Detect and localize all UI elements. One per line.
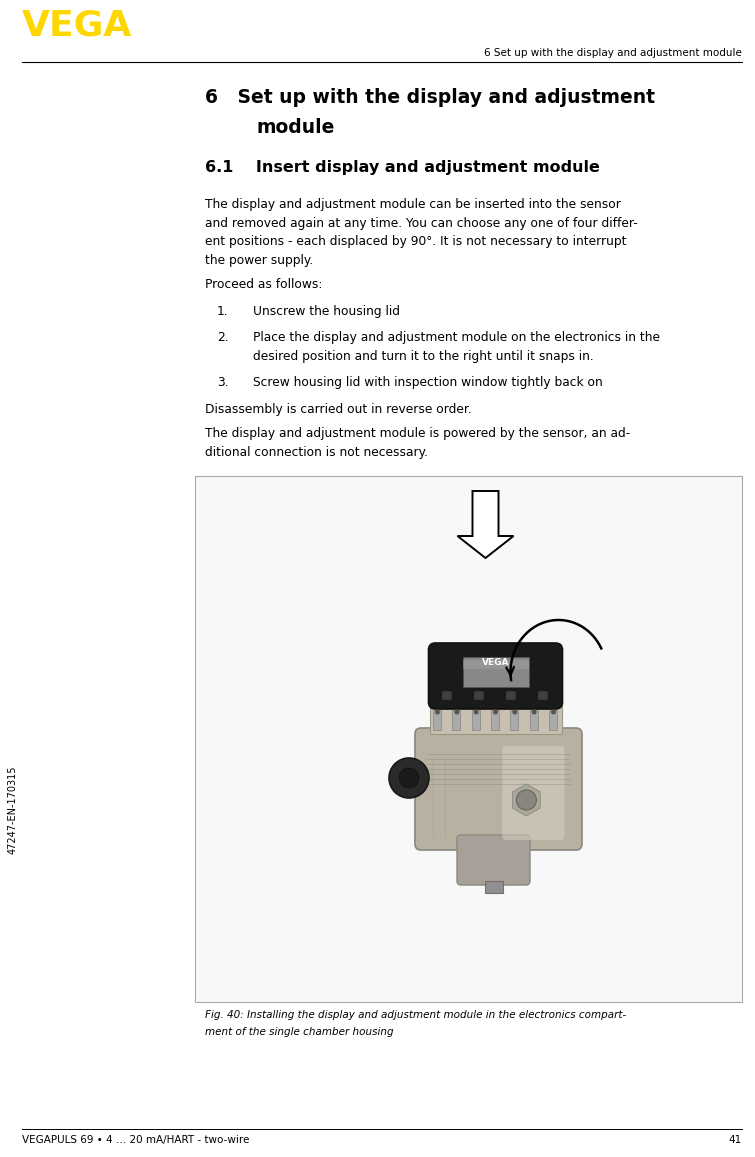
Text: module: module: [257, 118, 335, 137]
Bar: [549, 710, 557, 730]
Text: ent positions - each displaced by 90°. It is not necessary to interrupt: ent positions - each displaced by 90°. I…: [205, 235, 627, 248]
Text: 47247-EN-170315: 47247-EN-170315: [8, 766, 18, 854]
Text: ment of the single chamber housing: ment of the single chamber housing: [205, 1027, 393, 1037]
Text: Disassembly is carried out in reverse order.: Disassembly is carried out in reverse or…: [205, 403, 472, 415]
Circle shape: [516, 790, 536, 810]
Text: VEGA: VEGA: [22, 8, 132, 42]
FancyBboxPatch shape: [474, 691, 484, 700]
Text: and removed again at any time. You can choose any one of four differ-: and removed again at any time. You can c…: [205, 216, 638, 229]
Text: 6.1    Insert display and adjustment module: 6.1 Insert display and adjustment module: [205, 160, 600, 175]
Bar: [430, 702, 562, 734]
FancyBboxPatch shape: [415, 728, 582, 850]
Text: Unscrew the housing lid: Unscrew the housing lid: [253, 304, 400, 317]
Circle shape: [494, 710, 498, 714]
FancyBboxPatch shape: [502, 746, 565, 840]
Text: VEGA: VEGA: [482, 658, 510, 666]
Circle shape: [474, 710, 478, 714]
Bar: [530, 710, 538, 730]
Circle shape: [552, 710, 555, 714]
Bar: [463, 657, 528, 687]
FancyBboxPatch shape: [429, 643, 562, 709]
Text: Screw housing lid with inspection window tightly back on: Screw housing lid with inspection window…: [253, 376, 602, 389]
Circle shape: [389, 758, 429, 798]
Text: VEGAPULS 69 • 4 … 20 mA/HART - two-wire: VEGAPULS 69 • 4 … 20 mA/HART - two-wire: [22, 1135, 249, 1145]
Text: Place the display and adjustment module on the electronics in the: Place the display and adjustment module …: [253, 331, 660, 344]
Text: 1.: 1.: [217, 304, 229, 317]
Bar: [463, 659, 528, 669]
FancyBboxPatch shape: [457, 835, 530, 885]
Text: desired position and turn it to the right until it snaps in.: desired position and turn it to the righ…: [253, 349, 593, 362]
Circle shape: [532, 710, 536, 714]
Circle shape: [455, 710, 458, 714]
Polygon shape: [513, 784, 541, 816]
Text: The display and adjustment module is powered by the sensor, an ad-: The display and adjustment module is pow…: [205, 427, 630, 440]
Bar: [472, 710, 479, 730]
Text: 41: 41: [729, 1135, 742, 1145]
Bar: [510, 710, 519, 730]
Text: 3.: 3.: [217, 376, 229, 389]
Text: the power supply.: the power supply.: [205, 253, 313, 266]
Text: 6 Set up with the display and adjustment module: 6 Set up with the display and adjustment…: [484, 47, 742, 58]
FancyBboxPatch shape: [506, 691, 516, 700]
FancyBboxPatch shape: [538, 691, 548, 700]
Bar: [195, 476, 742, 1002]
FancyBboxPatch shape: [442, 691, 452, 700]
Circle shape: [436, 710, 439, 714]
Bar: [452, 710, 461, 730]
Bar: [433, 710, 441, 730]
Text: 2.: 2.: [217, 331, 229, 344]
Bar: [491, 710, 499, 730]
Bar: [485, 880, 503, 893]
Circle shape: [399, 768, 419, 788]
Text: Proceed as follows:: Proceed as follows:: [205, 278, 322, 292]
Circle shape: [513, 710, 516, 714]
Text: Fig. 40: Installing the display and adjustment module in the electronics compart: Fig. 40: Installing the display and adju…: [205, 1010, 626, 1020]
Text: The display and adjustment module can be inserted into the sensor: The display and adjustment module can be…: [205, 198, 621, 211]
Text: 6   Set up with the display and adjustment: 6 Set up with the display and adjustment: [205, 88, 655, 106]
Text: ditional connection is not necessary.: ditional connection is not necessary.: [205, 445, 428, 458]
Polygon shape: [458, 491, 513, 558]
